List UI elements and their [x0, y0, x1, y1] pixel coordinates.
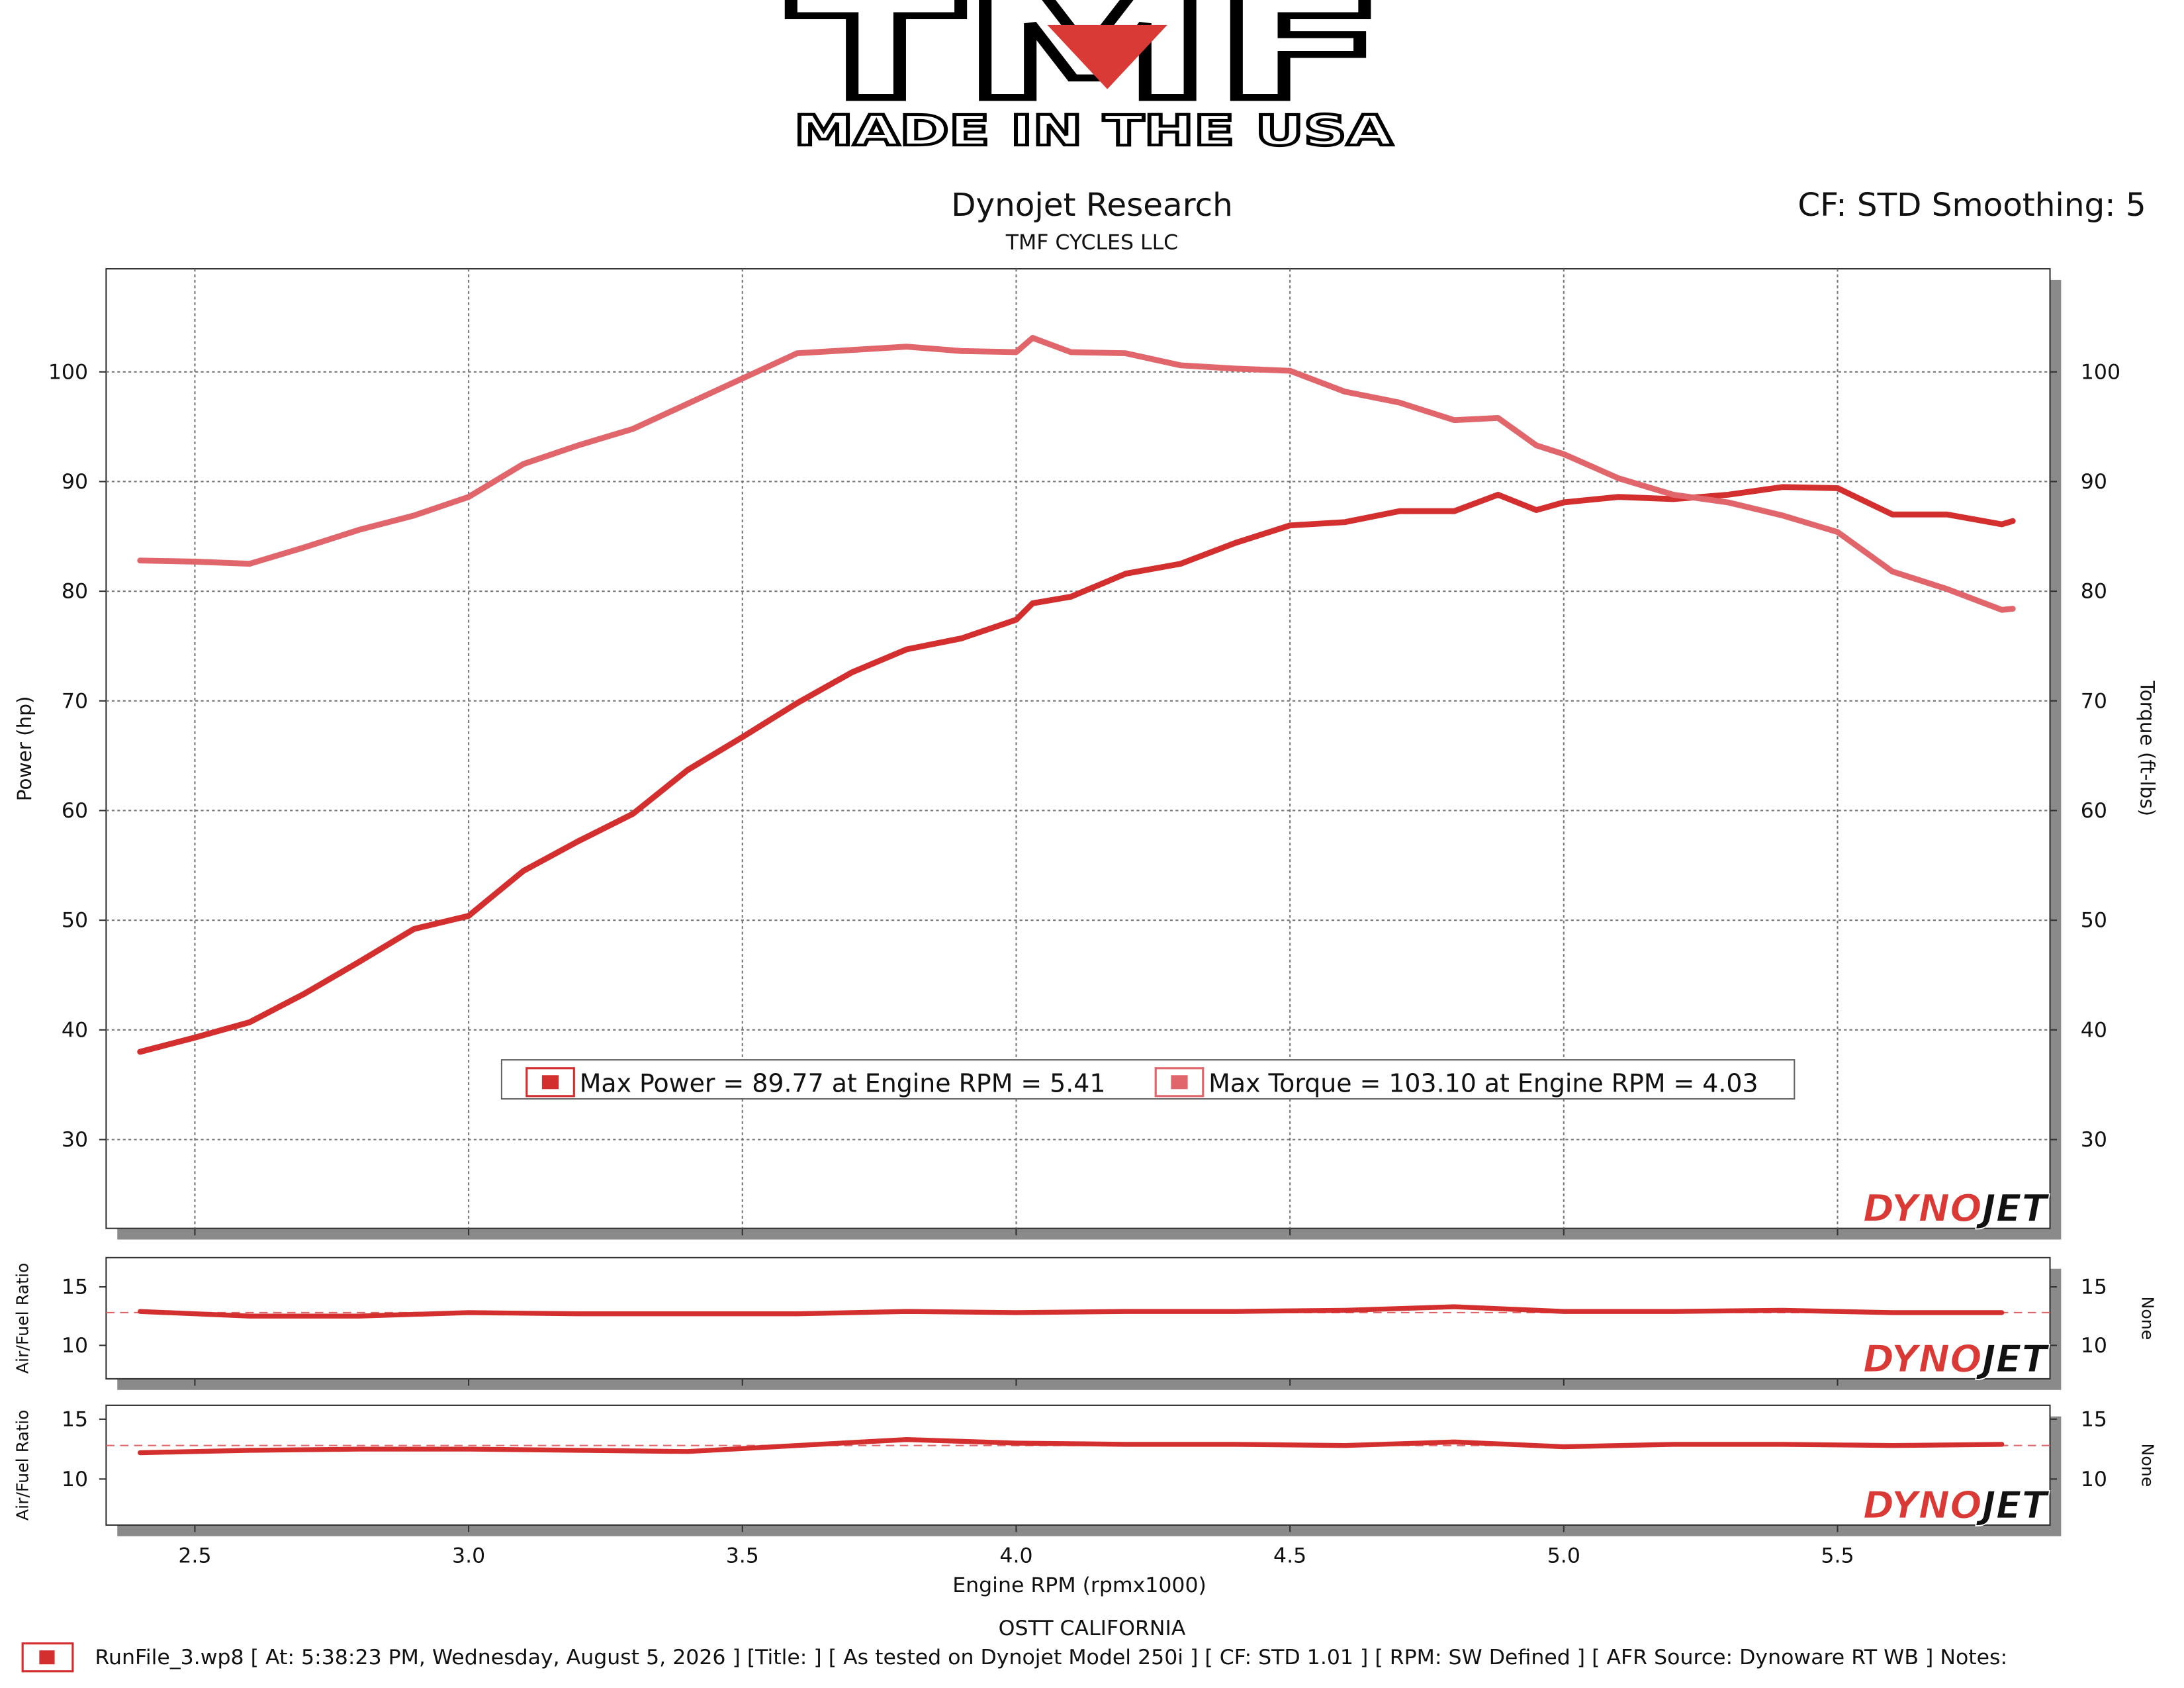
y-tick-label: 15: [62, 1407, 88, 1431]
run-info: RunFile_3.wp8 [ At: 5:38:23 PM, Wednesda…: [95, 1646, 2008, 1669]
series-line: [138, 1436, 2005, 1456]
y-tick-label: 70: [62, 689, 88, 713]
y-tick-label: 50: [62, 909, 88, 933]
y2-axis-title: None: [2138, 1443, 2157, 1487]
settings-label: CF: STD Smoothing: 5: [1797, 187, 2146, 224]
y-axis-title: Air/Fuel Ratio: [13, 1263, 32, 1374]
run-icon-fill: [39, 1650, 55, 1665]
y2-tick-label: 30: [2081, 1128, 2107, 1152]
y-tick-label: 15: [62, 1276, 88, 1299]
legend-frame: [500, 1059, 1796, 1100]
y2-tick-label: 50: [2081, 909, 2107, 933]
x-tick-label: 3.5: [726, 1544, 759, 1568]
chart-title: Dynojet Research: [951, 187, 1233, 224]
x-tick-label: 4.5: [1273, 1544, 1306, 1568]
y2-tick-label: 100: [2081, 360, 2120, 384]
series-line: [138, 1304, 2005, 1319]
y2-axis-title: Torque (ft-lbs): [2136, 680, 2158, 817]
x-tick-label: 4.0: [999, 1544, 1032, 1568]
legend-icon: [1154, 1067, 1205, 1098]
y2-tick-label: 40: [2081, 1018, 2107, 1042]
location-label: OSTT CALIFORNIA: [999, 1617, 1186, 1640]
y-tick-label: 100: [48, 360, 88, 384]
watermark: DYNOJET: [1863, 1337, 2050, 1381]
x-tick-label: 2.5: [178, 1544, 211, 1568]
y2-tick-label: 10: [2081, 1334, 2107, 1358]
plot-area: [105, 1256, 2051, 1380]
legend: Max Power = 89.77 at Engine RPM = 5.41 Ma…: [500, 1059, 1796, 1100]
y-tick-label: 90: [62, 470, 88, 494]
legend-label: Max Torque = 103.10 at Engine RPM = 4.03: [1208, 1069, 1758, 1098]
logo-triangle: [1047, 24, 1167, 89]
y-tick-label: 60: [62, 799, 88, 823]
watermark: DYNOJET: [1863, 1483, 2050, 1527]
chart-subtitle: TMF CYCLES LLC: [1005, 231, 1178, 255]
legend-swatch: [541, 1075, 559, 1090]
y-tick-label: 30: [62, 1128, 88, 1152]
watermark-dyno: DYNO: [1863, 1337, 1982, 1381]
y-tick-label: 10: [62, 1334, 88, 1358]
logo-tagline: MADE IN THE USA: [794, 106, 1393, 155]
watermark: DYNOJET: [1863, 1187, 2050, 1231]
x-tick-label: 3.0: [452, 1544, 485, 1568]
watermark-jet: JET: [1976, 1337, 2050, 1381]
legend-swatch: [1171, 1075, 1188, 1090]
y-tick-label: 40: [62, 1018, 88, 1042]
y-tick-label: 80: [62, 580, 88, 604]
y2-axis-title: None: [2138, 1296, 2157, 1340]
y2-tick-label: 15: [2081, 1276, 2107, 1299]
y-tick-label: 10: [62, 1468, 88, 1491]
y2-tick-label: 60: [2081, 799, 2107, 823]
x-tick-label: 5.0: [1547, 1544, 1580, 1568]
legend-label: Max Power = 89.77 at Engine RPM = 5.41: [580, 1069, 1106, 1098]
x-tick-label: 5.5: [1821, 1544, 1854, 1568]
plot-area: [105, 1404, 2051, 1526]
watermark-jet: JET: [1976, 1187, 2050, 1231]
watermark-dyno: DYNO: [1863, 1483, 1982, 1527]
y2-tick-label: 15: [2081, 1407, 2107, 1431]
watermark-jet: JET: [1976, 1483, 2050, 1527]
series-line: [137, 335, 2016, 613]
y2-tick-label: 10: [2081, 1468, 2107, 1491]
y2-tick-label: 70: [2081, 689, 2107, 713]
y2-tick-label: 80: [2081, 580, 2107, 604]
y-axis-title: Air/Fuel Ratio: [13, 1410, 32, 1521]
y2-tick-label: 90: [2081, 470, 2107, 494]
watermark-dyno: DYNO: [1863, 1187, 1982, 1231]
series-line: [137, 484, 2016, 1055]
x-axis-title: Engine RPM (rpmx1000): [952, 1573, 1206, 1597]
y-axis-title: Power (hp): [13, 696, 36, 802]
